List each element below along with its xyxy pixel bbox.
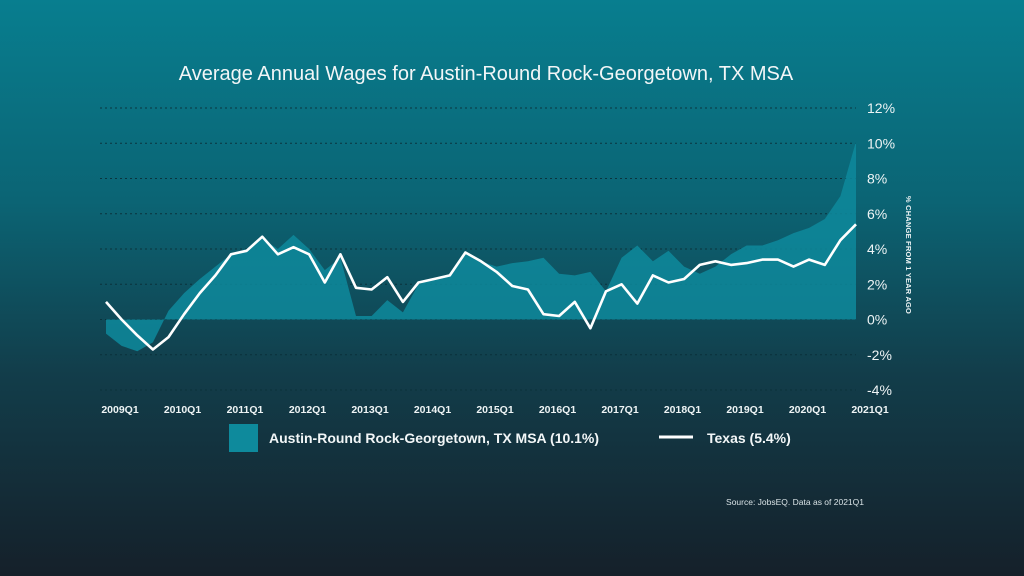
x-tick-label: 2009Q1 xyxy=(101,404,139,416)
legend-label-austin: Austin-Round Rock-Georgetown, TX MSA (10… xyxy=(269,430,599,446)
y-tick-label: 4% xyxy=(867,241,887,257)
x-tick-label: 2018Q1 xyxy=(664,404,702,416)
legend: Austin-Round Rock-Georgetown, TX MSA (10… xyxy=(229,424,791,452)
area-austin xyxy=(106,141,856,352)
x-tick-label: 2020Q1 xyxy=(789,404,827,416)
y-tick-label: 6% xyxy=(867,206,887,222)
x-tick-label: 2021Q1 xyxy=(851,404,889,416)
area-series xyxy=(106,141,856,352)
legend-swatch-austin xyxy=(229,424,258,452)
x-tick-label: 2015Q1 xyxy=(476,404,514,416)
x-tick-label: 2010Q1 xyxy=(164,404,202,416)
y-tick-label: -4% xyxy=(867,382,892,398)
x-tick-label: 2019Q1 xyxy=(726,404,764,416)
y-tick-label: 10% xyxy=(867,135,895,151)
x-tick-label: 2016Q1 xyxy=(539,404,577,416)
line-texas xyxy=(105,223,857,351)
y-axis-label: % CHANGE FROM 1 YEAR AGO xyxy=(904,196,913,314)
y-tick-label: 12% xyxy=(867,100,895,116)
line-series xyxy=(105,223,857,351)
x-axis-ticks: 2009Q1 2010Q1 2011Q1 2012Q1 2013Q1 2014Q1 2015… xyxy=(101,404,889,416)
x-tick-label: 2014Q1 xyxy=(414,404,452,416)
y-tick-label: 0% xyxy=(867,312,887,328)
chart-title: Average Annual Wages for Austin-Round Ro… xyxy=(179,63,794,85)
x-tick-label: 2012Q1 xyxy=(289,404,327,416)
x-tick-label: 2017Q1 xyxy=(601,404,639,416)
y-tick-label: 2% xyxy=(867,276,887,292)
x-tick-label: 2013Q1 xyxy=(351,404,389,416)
legend-label-texas: Texas (5.4%) xyxy=(707,430,791,446)
source-note: Source: JobsEQ. Data as of 2021Q1 xyxy=(726,497,864,507)
y-tick-label: -2% xyxy=(867,347,892,363)
y-tick-label: 8% xyxy=(867,171,887,187)
y-axis-ticks: 12% 10% 8% 6% 4% 2% 0% -2% -4% xyxy=(867,100,895,398)
x-tick-label: 2011Q1 xyxy=(227,404,264,416)
